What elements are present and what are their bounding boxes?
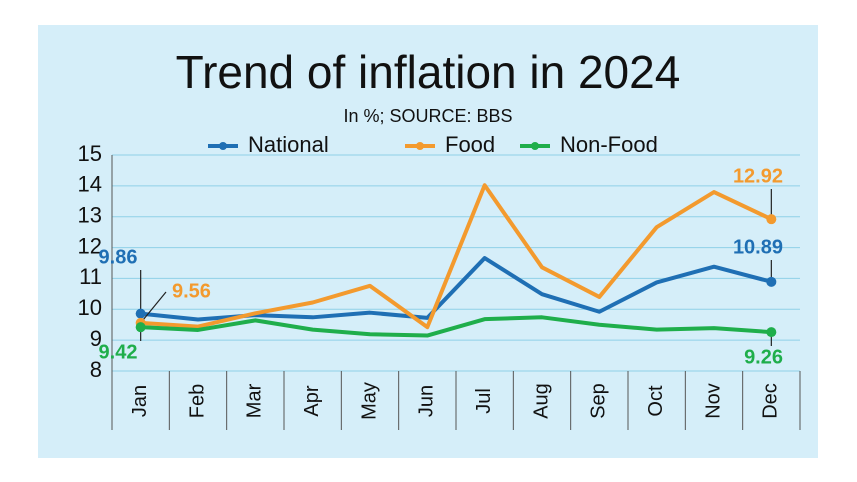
x-tick-label: Sep xyxy=(588,383,610,419)
series-line xyxy=(140,183,773,330)
point xyxy=(766,327,777,338)
y-tick-label: 9 xyxy=(90,326,102,351)
x-tick-label: Oct xyxy=(645,385,667,417)
data-label: 12.92 xyxy=(733,165,783,187)
x-tick-label: May xyxy=(358,382,380,420)
y-tick-label: 11 xyxy=(79,264,102,289)
legend-dot xyxy=(416,142,424,150)
chart-subtitle: In %; SOURCE: BBS xyxy=(343,106,512,126)
legend-label: National xyxy=(248,132,329,157)
y-tick-label: 15 xyxy=(78,141,102,166)
chart-title: Trend of inflation in 2024 xyxy=(176,46,681,98)
legend-label: Non-Food xyxy=(560,132,658,157)
point xyxy=(766,214,777,225)
point xyxy=(766,276,777,287)
x-tick-label: Mar xyxy=(244,383,266,418)
legend-dot xyxy=(531,142,539,150)
y-tick-label: 8 xyxy=(90,357,102,382)
point xyxy=(135,308,146,319)
point xyxy=(135,322,146,333)
series-line xyxy=(140,315,772,338)
x-tick-label: Aug xyxy=(530,383,552,419)
leader-line xyxy=(140,291,167,324)
data-label: 10.89 xyxy=(733,236,783,258)
data-label: 9.42 xyxy=(99,341,138,363)
x-tick-label: Jul xyxy=(473,388,495,414)
y-tick-label: 10 xyxy=(78,295,102,320)
panel xyxy=(38,25,818,458)
x-tick-label: Jan xyxy=(129,385,151,417)
y-tick-label: 14 xyxy=(78,172,102,197)
legend-label: Food xyxy=(445,132,495,157)
x-tick-label: Jun xyxy=(416,385,438,417)
data-label: 9.56 xyxy=(172,280,211,302)
x-tick-label: Feb xyxy=(186,384,208,418)
x-tick-label: Apr xyxy=(301,385,323,416)
x-tick-label: Nov xyxy=(702,383,724,419)
data-label: 9.86 xyxy=(99,246,138,268)
legend-dot xyxy=(219,142,227,150)
x-tick-label: Dec xyxy=(760,383,782,419)
data-label: 9.26 xyxy=(744,346,783,368)
y-tick-label: 13 xyxy=(78,203,102,228)
y-tick-label: 12 xyxy=(78,233,102,258)
